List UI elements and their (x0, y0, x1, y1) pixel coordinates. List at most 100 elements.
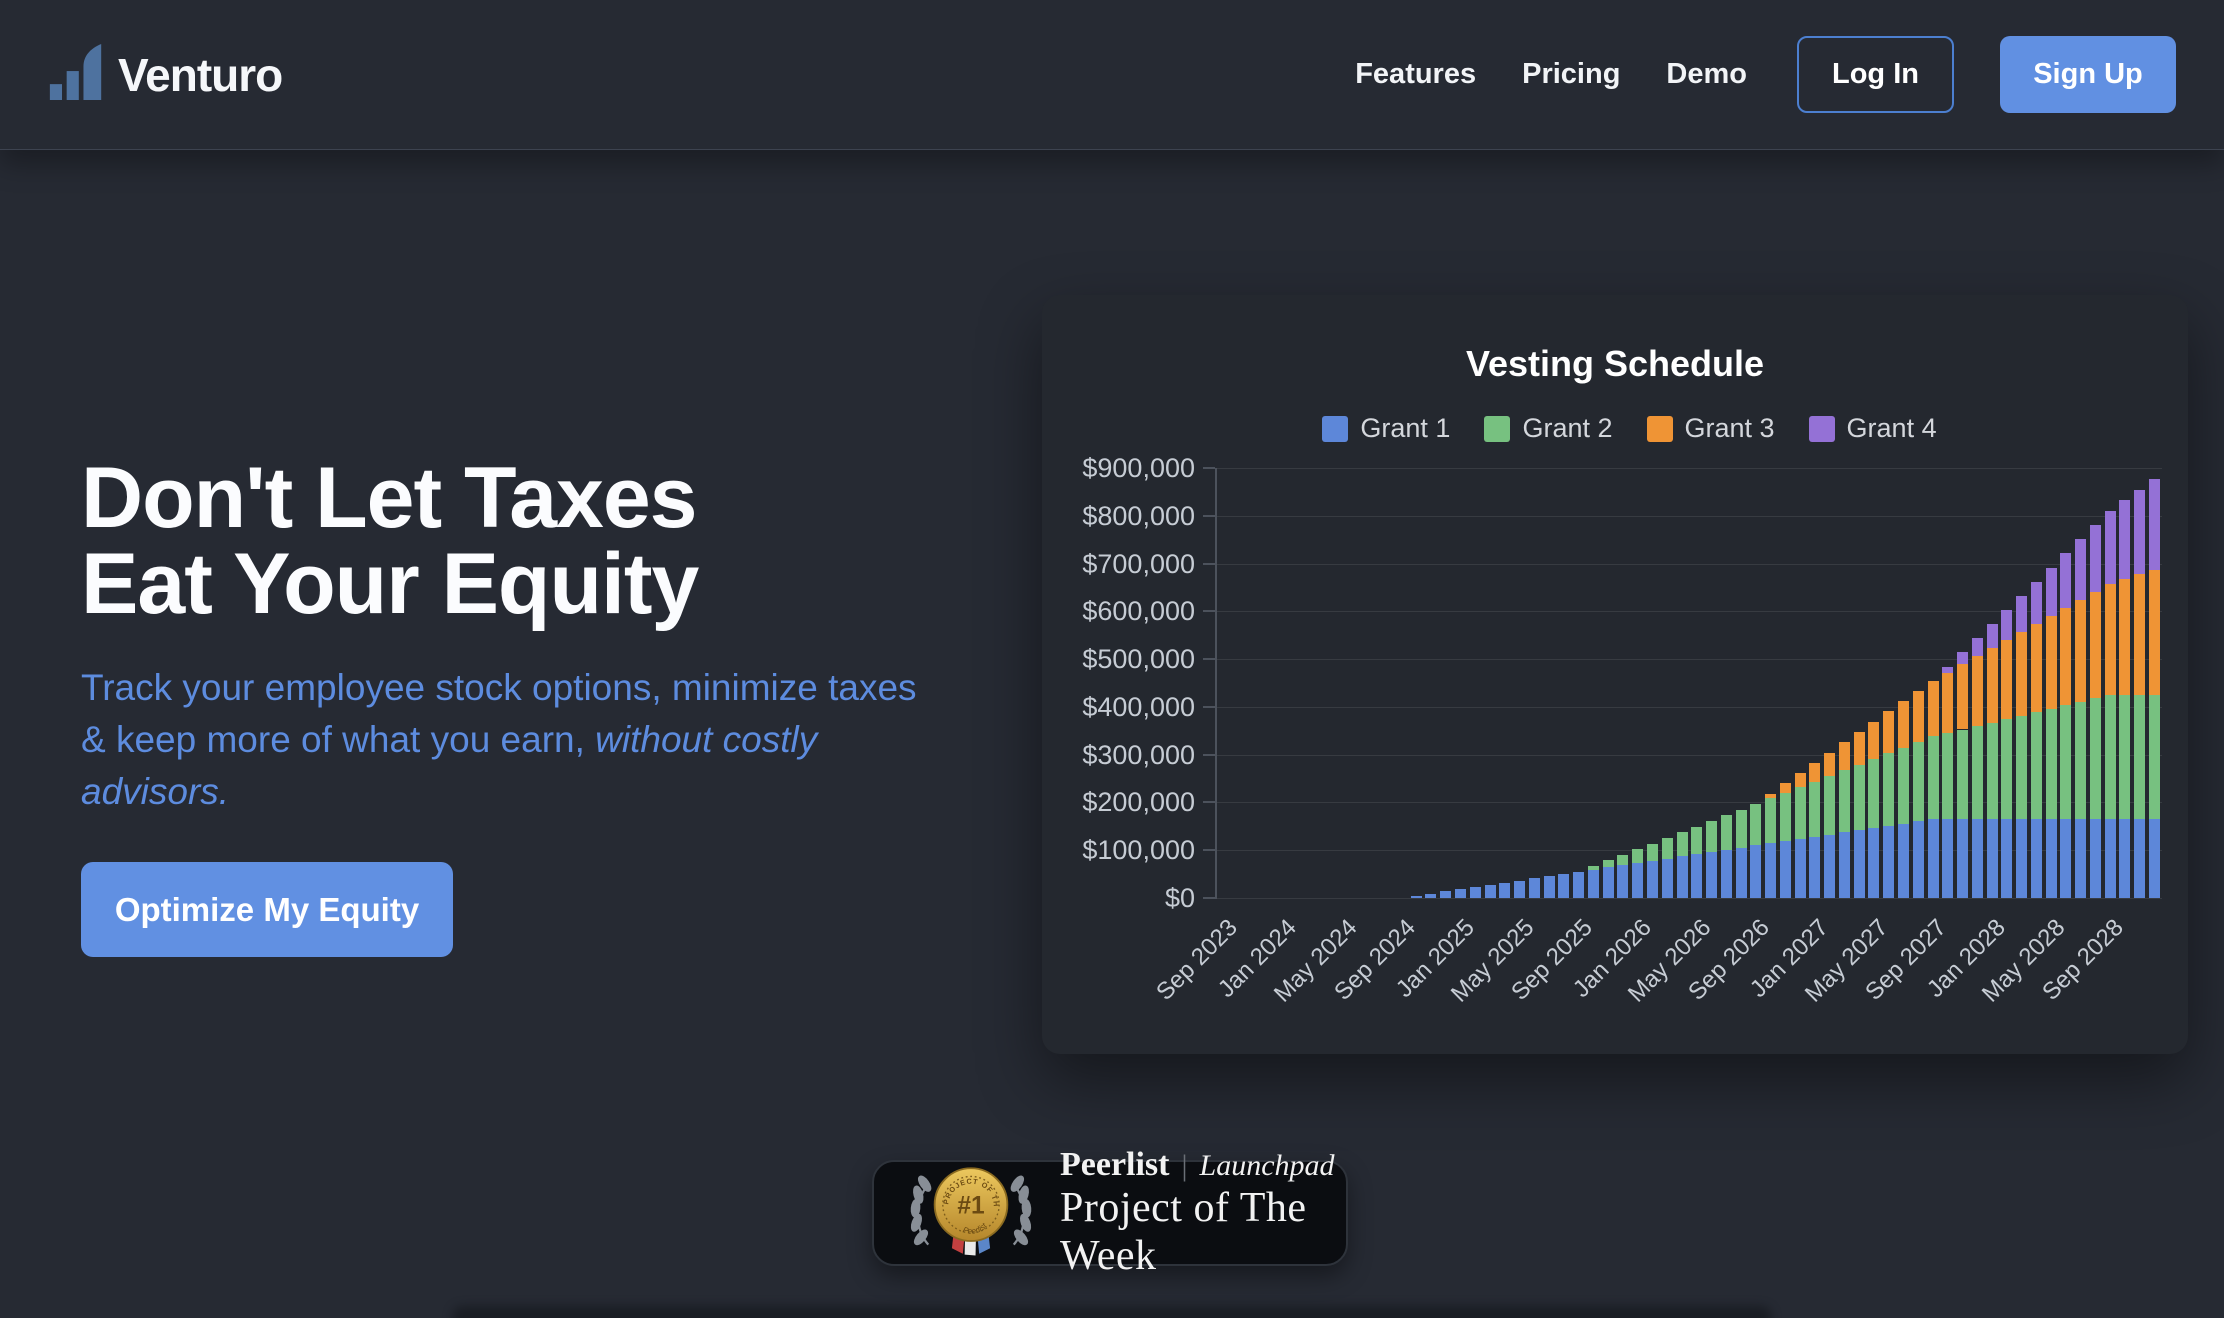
vesting-bar-month-54 (2016, 595, 2027, 898)
bar-segment (1795, 773, 1806, 788)
bar-segment (1706, 820, 1717, 852)
bar-segment (2060, 819, 2071, 898)
main-nav: Features Pricing Demo Log In Sign Up (1355, 36, 2176, 113)
bar-segment (1425, 893, 1436, 898)
legend-swatch-icon (1646, 415, 1673, 442)
bar-segment (2075, 701, 2086, 820)
bar-segment (1765, 843, 1776, 898)
bar-segment (1957, 652, 1968, 665)
y-axis-tick (1203, 515, 1215, 517)
vesting-bar-month-59 (2090, 525, 2101, 898)
bar-segment (1632, 863, 1643, 898)
vesting-bar-month-46 (1898, 701, 1909, 898)
vesting-bar-month-40 (1809, 762, 1820, 898)
bar-segment (2016, 632, 2027, 716)
vesting-bar-month-17 (1470, 887, 1481, 898)
peerlist-award-badge[interactable]: PROJECT OF THE WEEK Peerlist #1 Peerlist… (872, 1146, 1348, 1279)
bar-segment (2105, 819, 2116, 898)
badge-product: Launchpad (1199, 1149, 1335, 1182)
vesting-bar-month-37 (1765, 793, 1776, 898)
bar-segment (2119, 500, 2130, 579)
bar-segment (2134, 574, 2145, 695)
vesting-bar-month-35 (1736, 809, 1747, 898)
vesting-bar-month-32 (1691, 826, 1702, 898)
bar-segment (1603, 860, 1614, 868)
bar-segment (1529, 878, 1540, 898)
bar-segment (1972, 656, 1983, 726)
chart-legend: Grant 1 Grant 2 Grant 3 Grant 4 (1157, 413, 2102, 444)
bar-segment (1617, 854, 1628, 866)
login-button[interactable]: Log In (1797, 36, 1954, 113)
vesting-bar-month-62 (2134, 489, 2145, 898)
gridline (1217, 850, 2162, 851)
bar-segment (1677, 832, 1688, 857)
bar-segment (1780, 792, 1791, 841)
bar-segment (1780, 841, 1791, 898)
bar-segment (2090, 591, 2101, 699)
y-axis-label: $100,000 (1082, 835, 1195, 865)
bar-segment (1942, 666, 1953, 673)
bar-segment (2075, 539, 2086, 600)
bar-segment (2090, 525, 2101, 592)
vesting-bar-month-19 (1499, 882, 1510, 898)
legend-item-grant-3[interactable]: Grant 3 (1646, 413, 1775, 444)
vesting-bar-month-43 (1854, 732, 1865, 898)
bar-segment (1750, 804, 1761, 846)
gridline (1217, 468, 2162, 469)
logo[interactable]: Venturo (48, 44, 283, 105)
bar-segment (2119, 578, 2130, 695)
vesting-bar-month-56 (2046, 567, 2057, 898)
nav-item-demo[interactable]: Demo (1666, 58, 1747, 90)
bar-segment (1883, 753, 1894, 826)
badge-divider: | (1181, 1149, 1188, 1182)
vesting-bar-month-44 (1868, 721, 1879, 898)
legend-item-grant-1[interactable]: Grant 1 (1322, 413, 1450, 444)
bar-segment (1898, 823, 1909, 898)
bar-segment (1721, 815, 1732, 850)
chart-title: Vesting Schedule (1465, 343, 1765, 384)
y-axis-tick (1203, 563, 1215, 565)
bar-segment (2075, 819, 2086, 898)
bar-segment (1913, 742, 1924, 822)
vesting-bar-month-16 (1455, 889, 1466, 898)
bar-segment (2149, 695, 2160, 820)
bar-segment (1736, 847, 1747, 898)
nav-item-features[interactable]: Features (1355, 58, 1477, 90)
bar-segment (1632, 849, 1643, 863)
optimize-equity-button[interactable]: Optimize My Equity (81, 862, 453, 957)
bar-segment (2105, 695, 2116, 820)
y-axis-tick (1203, 706, 1215, 708)
vesting-bar-month-26 (1603, 860, 1614, 898)
gridline (1217, 707, 2162, 708)
legend-label: Grant 2 (1522, 413, 1613, 443)
gridline (1217, 898, 2162, 899)
vesting-bar-month-60 (2105, 511, 2116, 898)
bar-segment (1603, 867, 1614, 898)
legend-label: Grant 3 (1684, 413, 1775, 443)
y-axis-label: $300,000 (1082, 740, 1195, 770)
bar-segment (2060, 705, 2071, 820)
bar-segment (1470, 887, 1481, 898)
bar-segment (1839, 832, 1850, 898)
vesting-bar-month-18 (1485, 884, 1496, 898)
bar-segment (2149, 819, 2160, 898)
svg-text:#1: #1 (957, 1192, 984, 1219)
legend-item-grant-2[interactable]: Grant 2 (1484, 413, 1613, 444)
bar-segment (2119, 819, 2130, 898)
hero-title-line2: Eat Your Equity (81, 536, 699, 632)
bar-segment (1854, 732, 1865, 765)
bar-segment (2149, 478, 2160, 570)
signup-button[interactable]: Sign Up (2000, 36, 2176, 113)
nav-item-pricing[interactable]: Pricing (1522, 58, 1621, 90)
legend-item-grant-4[interactable]: Grant 4 (1808, 413, 1937, 444)
legend-label: Grant 1 (1360, 413, 1451, 443)
vesting-bar-month-49 (1942, 666, 1953, 898)
bar-segment (1765, 793, 1776, 799)
vesting-chart-card: Vesting Schedule Grant 1 Grant 2 Grant 3 Gr… (1042, 295, 2188, 1054)
bar-segment (1440, 891, 1451, 898)
bar-segment (2105, 583, 2116, 695)
gridline (1217, 659, 2162, 660)
hero-title-line1: Don't Let Taxes (81, 450, 698, 546)
vesting-bar-month-55 (2031, 581, 2042, 898)
